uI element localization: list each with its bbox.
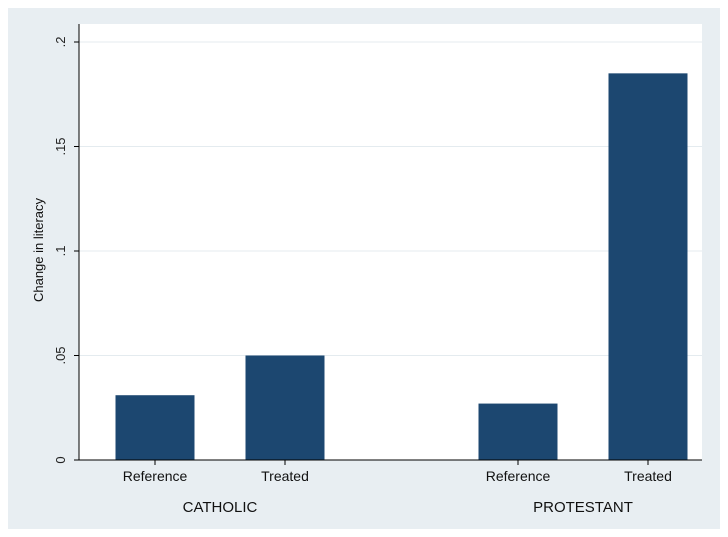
bar-protestant-reference xyxy=(478,403,558,460)
x-category-label: Treated xyxy=(624,468,672,484)
gridlines xyxy=(79,41,702,356)
bar-catholic-reference xyxy=(115,395,195,460)
plot-area xyxy=(79,24,702,460)
y-tick-label: 0 xyxy=(53,456,68,463)
x-category-label: Reference xyxy=(123,468,188,484)
x-category-label: Treated xyxy=(261,468,309,484)
x-group-label: CATHOLIC xyxy=(183,499,258,516)
bars xyxy=(115,73,688,460)
bar-protestant-treated xyxy=(608,73,688,460)
y-axis-ticks: 0 .05 .1 .15 .2 xyxy=(53,37,79,464)
y-tick-label: .1 xyxy=(53,246,68,257)
y-tick-label: .15 xyxy=(53,137,68,155)
x-category-label: Reference xyxy=(486,468,551,484)
y-tick-label: .05 xyxy=(53,346,68,364)
bar-catholic-treated xyxy=(245,355,325,460)
x-group-label: PROTESTANT xyxy=(533,499,633,516)
y-tick-label: .2 xyxy=(53,37,68,48)
y-axis-title: Change in literacy xyxy=(31,197,46,302)
